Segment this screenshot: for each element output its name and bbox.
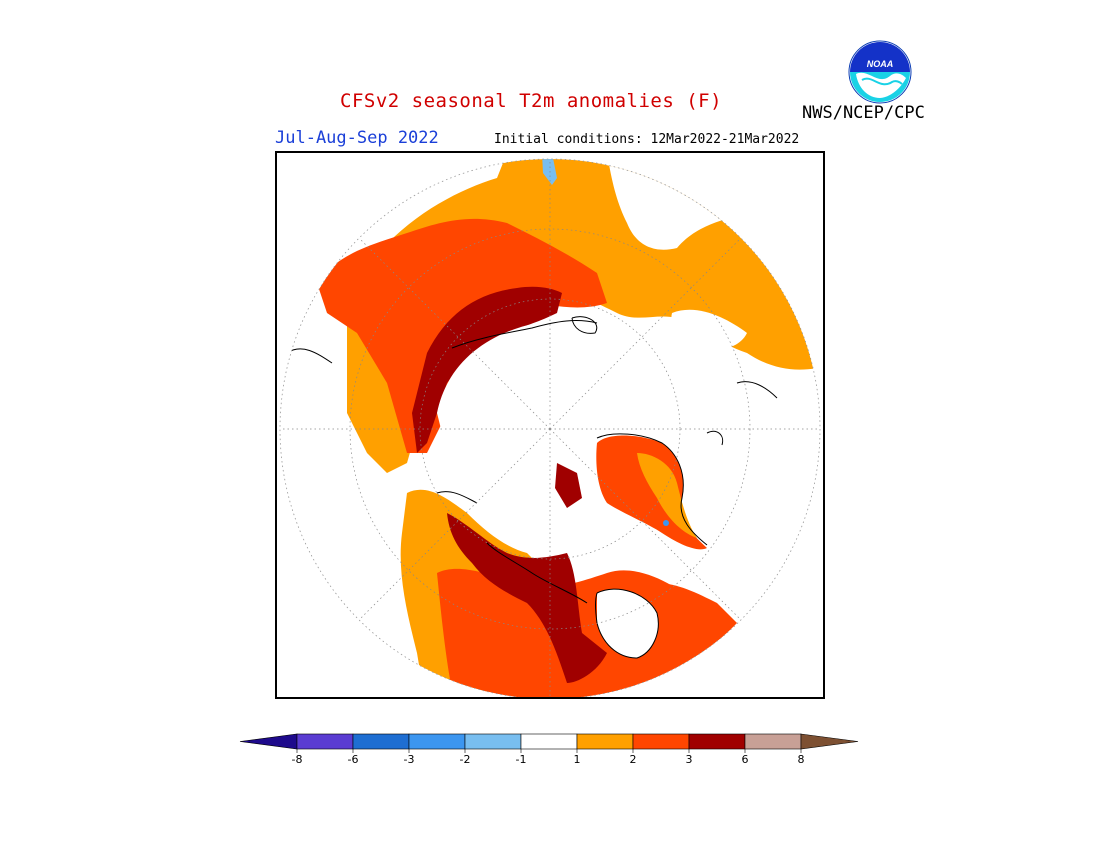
greenland-light-orange-streak — [637, 453, 697, 538]
colorbar-box — [520, 733, 578, 750]
colorbar-box — [576, 733, 634, 750]
colorbar-tick-label: -6 — [348, 753, 359, 766]
colorbar-box — [352, 733, 410, 750]
colorbar-tick-label: -8 — [292, 753, 303, 766]
colorbar-tick-label: -2 — [460, 753, 471, 766]
noaa-logo-text: NOAA — [867, 59, 894, 69]
colorbar-tick-label: 3 — [686, 753, 693, 766]
colorbar: -8 -6 -3 -2 -1 1 2 3 6 8 — [239, 733, 859, 766]
colorbar-tick-label: -3 — [404, 753, 415, 766]
greenland-cold-spot — [663, 520, 669, 526]
east-canada-orange-red — [657, 583, 737, 663]
colorbar-right-arrow — [800, 733, 859, 750]
cold-anomaly-patch — [542, 159, 557, 185]
north-america-dark-red-region — [447, 513, 607, 683]
colorbar-left-arrow — [239, 733, 298, 750]
polar-map — [279, 158, 821, 697]
coastline — [286, 316, 778, 659]
colorbar-boxes — [239, 733, 859, 750]
eurasia-dark-red-region — [412, 286, 562, 453]
colorbar-tick-label: -1 — [516, 753, 527, 766]
colorbar-tick-label: 1 — [574, 753, 581, 766]
map-frame — [275, 151, 825, 699]
colorbar-tick-label: 8 — [798, 753, 805, 766]
noaa-logo: NOAA — [848, 40, 912, 104]
colorbar-box — [296, 733, 354, 750]
colorbar-tick-label: 6 — [742, 753, 749, 766]
map-title: CFSv2 seasonal T2m anomalies (F) — [340, 90, 723, 112]
colorbar-box — [688, 733, 746, 750]
colorbar-labels: -8 -6 -3 -2 -1 1 2 3 6 8 — [292, 749, 805, 766]
siberia-white-patch — [671, 309, 747, 350]
colorbar-tick-label: 2 — [630, 753, 637, 766]
canadian-archipelago-dark-red — [555, 463, 582, 508]
colorbar-box — [408, 733, 466, 750]
colorbar-box — [464, 733, 522, 750]
colorbar-box — [632, 733, 690, 750]
initial-conditions-label: Initial conditions: 12Mar2022-21Mar2022 — [494, 132, 800, 147]
season-label: Jul-Aug-Sep 2022 — [275, 128, 439, 148]
agency-label: NWS/NCEP/CPC — [802, 103, 925, 123]
colorbar-box — [744, 733, 802, 750]
